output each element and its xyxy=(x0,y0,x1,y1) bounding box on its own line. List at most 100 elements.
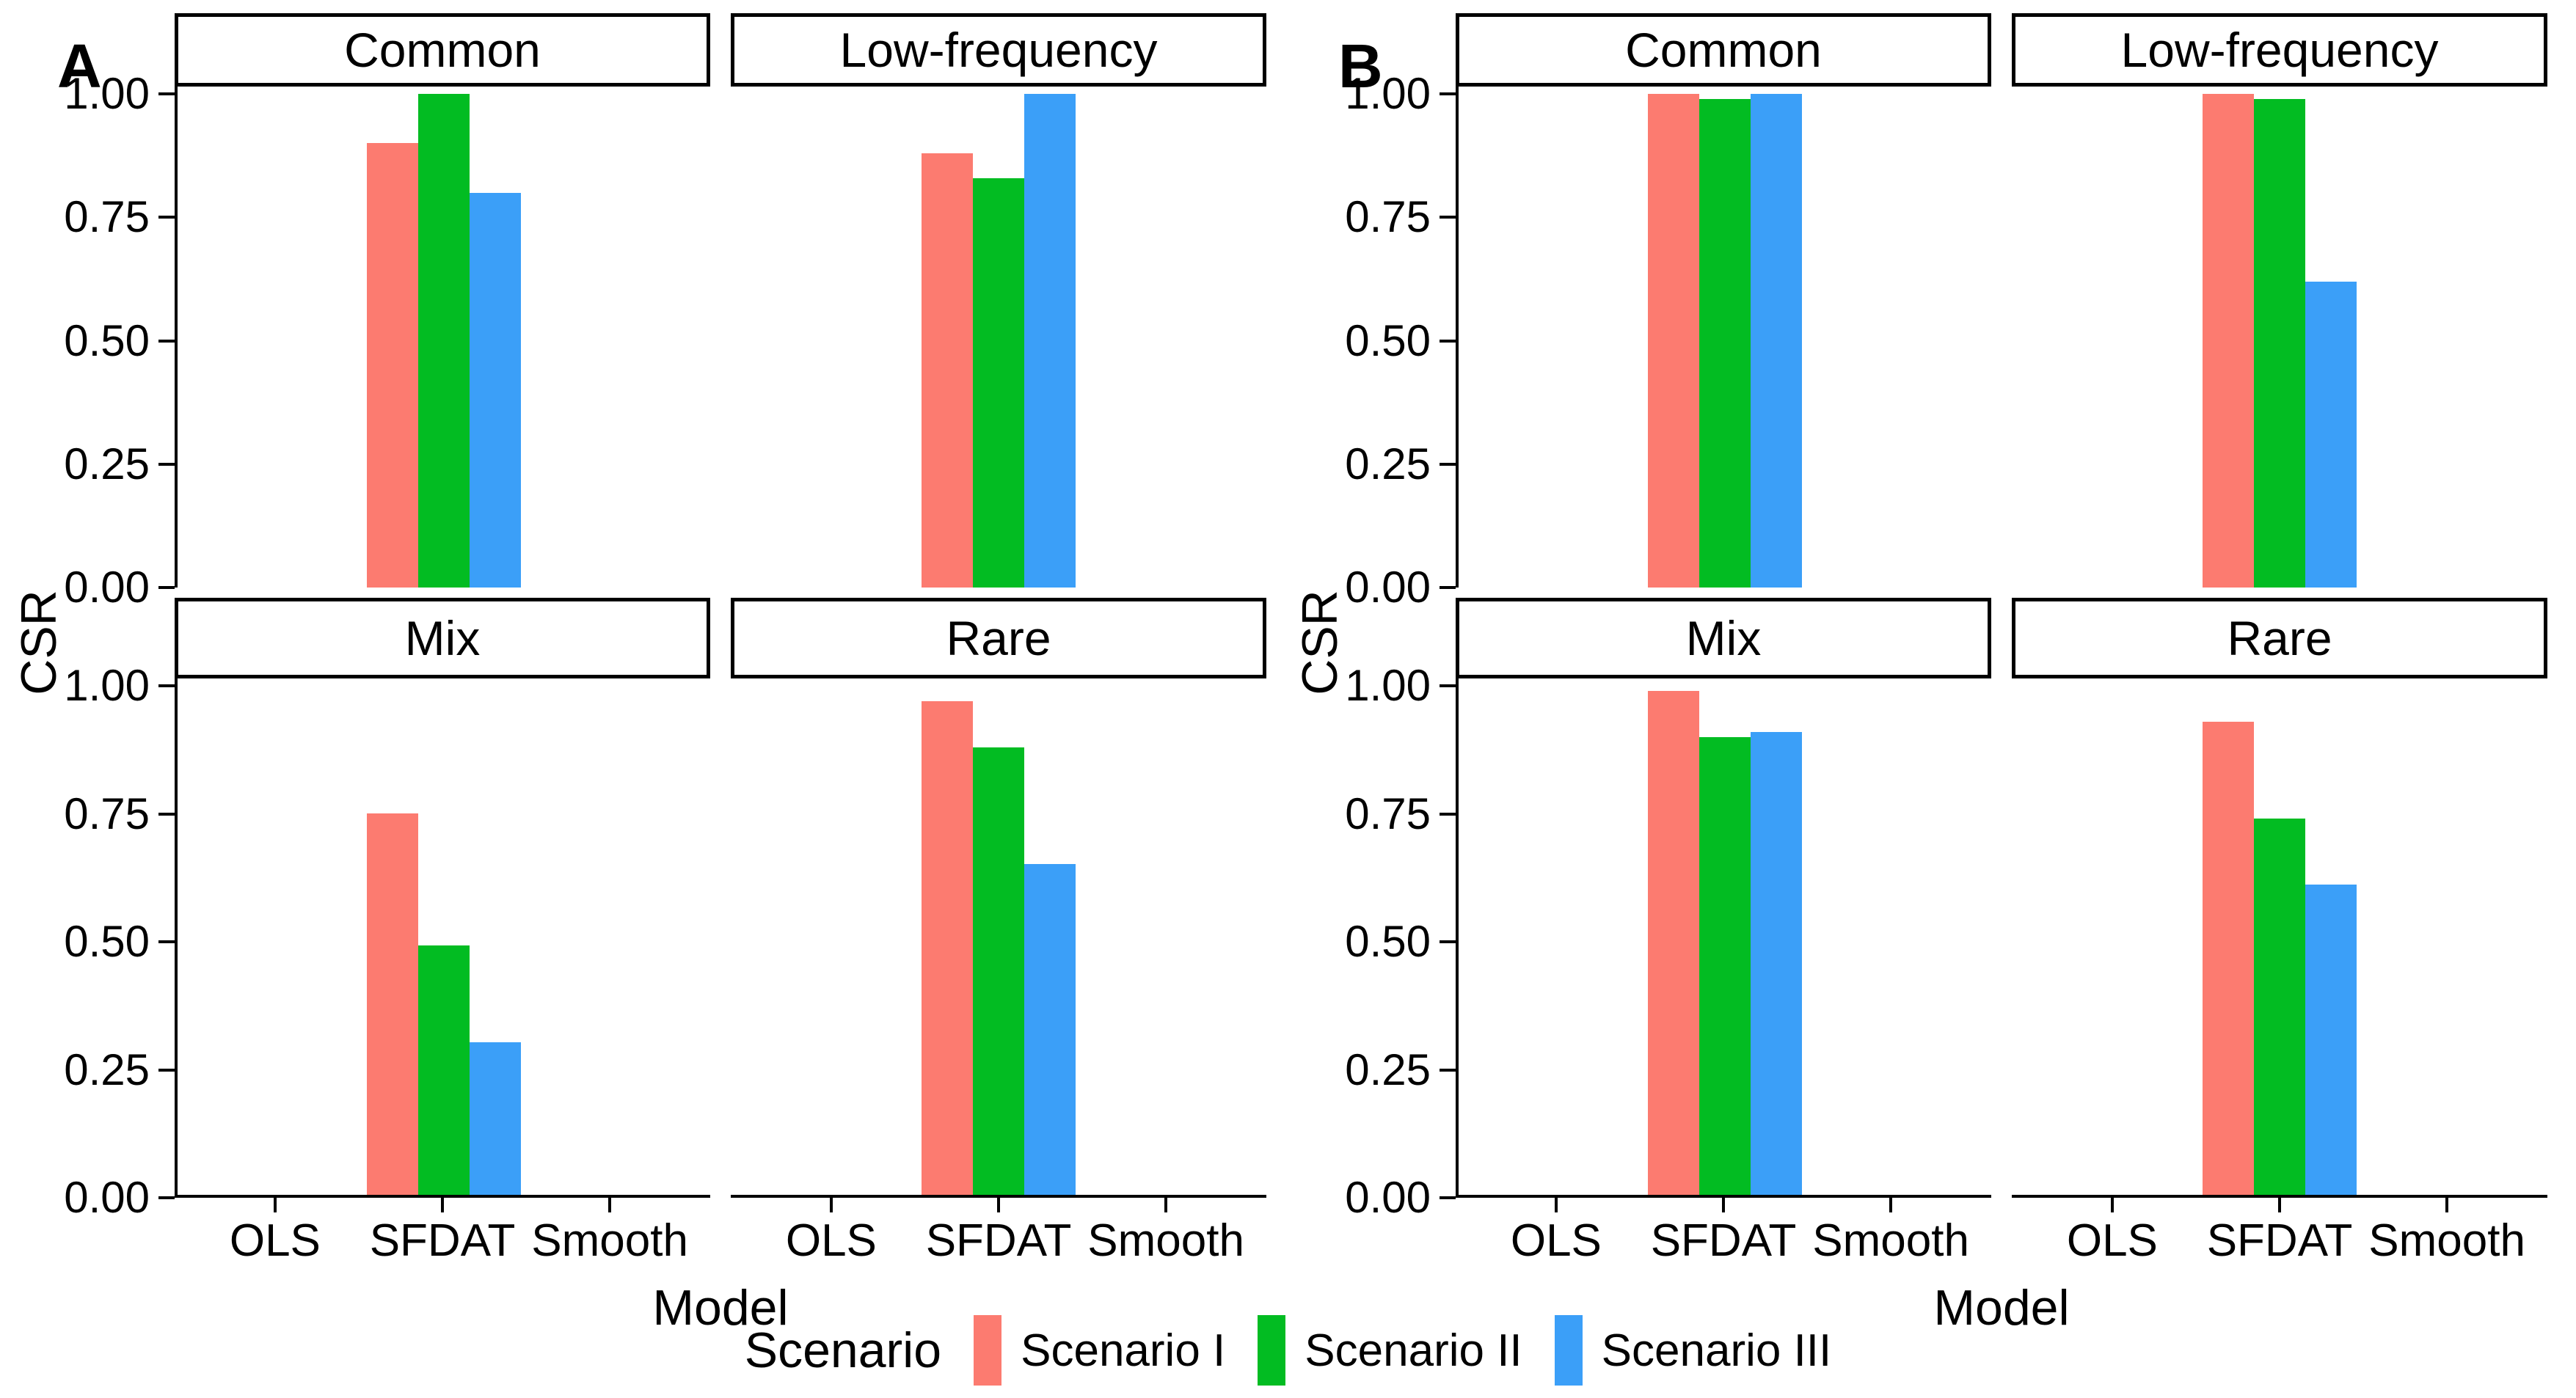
x-axis-title: Model xyxy=(1933,1280,2070,1336)
facet-strip-label: Rare xyxy=(946,611,1051,665)
bar-scenario-iii-sfdat-low-frequency xyxy=(2305,281,2357,588)
facet-strip-mix: Mix xyxy=(175,598,710,678)
y-tick-mark xyxy=(1440,812,1456,816)
x-tick-label-sfdat: SFDAT xyxy=(2206,1215,2353,1266)
y-ticks-r1: 0.00 0.25 0.50 0.75 1.00 xyxy=(64,72,175,610)
facet-strip-label: Low-frequency xyxy=(2120,23,2439,77)
y-axis-title-cell: CSR xyxy=(1292,87,1348,1198)
panel-b: B CSR 0.00 0.25 0.50 0.75 1.00 0.00 0.25 0.50 0.75… xyxy=(1281,13,2562,1337)
x-tick-mark xyxy=(2445,1198,2449,1212)
y-tick-mark xyxy=(158,1196,175,1199)
y-tick-label: 0.25 xyxy=(1345,1044,1431,1094)
x-tick-labels: OLS SFDAT Smooth xyxy=(731,1215,1266,1274)
bar-scenario-i-sfdat-rare xyxy=(2202,721,2254,1195)
legend-entry-label: Scenario III xyxy=(1601,1325,1832,1376)
x-axis-title-cell: Model xyxy=(1456,1274,2547,1337)
y-tick-label: 0.00 xyxy=(1345,1173,1431,1222)
x-tick-label-ols: OLS xyxy=(785,1215,877,1266)
bar-scenario-iii-sfdat-rare xyxy=(1024,864,1076,1195)
panel-label-a: A xyxy=(57,32,102,100)
legend-entry-scenario-iii: Scenario III xyxy=(1554,1315,1832,1386)
legend-swatch-scenario-i xyxy=(974,1315,1002,1386)
bar-scenario-i-sfdat-low-frequency xyxy=(921,153,973,588)
facet-plot-common xyxy=(175,87,710,588)
y-tick-mark xyxy=(1440,684,1456,688)
x-tick-mark xyxy=(1164,1198,1168,1212)
legend: Scenario Scenario I Scenario II Scenario I… xyxy=(0,1310,2576,1391)
y-tick-mark xyxy=(1440,339,1456,343)
x-tick-mark xyxy=(441,1198,444,1212)
x-tick-mark xyxy=(1722,1198,1725,1212)
y-tick-mark xyxy=(158,812,175,816)
bar-scenario-ii-sfdat-rare xyxy=(2253,818,2306,1195)
bar-scenario-ii-sfdat-low-frequency xyxy=(972,178,1025,588)
x-tick-labels: OLS SFDAT Smooth xyxy=(2012,1215,2547,1274)
bar-scenario-iii-sfdat-common xyxy=(1750,94,1802,588)
facet-plot-mix xyxy=(175,678,710,1198)
bar-scenario-i-sfdat-common xyxy=(367,143,419,588)
x-tick-mark xyxy=(2278,1198,2281,1212)
y-tick-mark xyxy=(1440,1196,1456,1199)
y-ticks-r1: 0.00 0.25 0.50 0.75 1.00 xyxy=(1345,72,1456,610)
x-axis-title-cell: Model xyxy=(175,1274,1266,1337)
bar-scenario-i-sfdat-common xyxy=(1648,94,1700,588)
y-tick-label: 0.25 xyxy=(64,439,150,488)
x-tick-label-sfdat: SFDAT xyxy=(1650,1215,1797,1266)
y-tick-mark xyxy=(158,462,175,466)
legend-entry-label: Scenario I xyxy=(1021,1325,1226,1376)
legend-swatch-scenario-ii xyxy=(1258,1315,1286,1386)
facet-strip-label: Mix xyxy=(1685,611,1762,665)
bar-scenario-i-sfdat-mix xyxy=(1648,691,1700,1195)
x-tick-label-ols: OLS xyxy=(2066,1215,2158,1266)
y-tick-label: 0.00 xyxy=(64,563,150,612)
bar-scenario-ii-sfdat-mix xyxy=(418,945,470,1195)
y-ticks-r2: 0.00 0.25 0.50 0.75 1.00 xyxy=(1345,664,1456,1220)
x-tick-mark xyxy=(273,1198,277,1212)
bar-scenario-ii-sfdat-rare xyxy=(972,747,1025,1195)
x-ticks xyxy=(731,1198,1266,1215)
bar-scenario-iii-sfdat-low-frequency xyxy=(1024,94,1076,588)
y-tick-label: 0.25 xyxy=(1345,439,1431,488)
facet-strip-rare: Rare xyxy=(2012,598,2547,678)
bar-scenario-iii-sfdat-rare xyxy=(2305,884,2357,1195)
x-tick-label-smooth: Smooth xyxy=(2368,1215,2525,1266)
facet-plot-mix xyxy=(1456,678,1991,1198)
x-tick-label-sfdat: SFDAT xyxy=(925,1215,1072,1266)
y-tick-mark xyxy=(158,684,175,688)
x-tick-label-ols: OLS xyxy=(229,1215,321,1266)
bar-scenario-i-sfdat-mix xyxy=(367,813,419,1195)
y-tick-mark xyxy=(158,216,175,219)
facet-strip-low-frequency: Low-frequency xyxy=(731,13,1266,87)
y-tick-mark xyxy=(1440,216,1456,219)
facet-strip-rare: Rare xyxy=(731,598,1266,678)
x-tick-mark xyxy=(1889,1198,1893,1212)
bar-scenario-iii-sfdat-mix xyxy=(1750,731,1802,1195)
legend-entry-scenario-ii: Scenario II xyxy=(1258,1315,1522,1386)
y-ticks-r2: 0.00 0.25 0.50 0.75 1.00 xyxy=(64,664,175,1220)
x-tick-label-smooth: Smooth xyxy=(1087,1215,1244,1266)
y-tick-label: 1.00 xyxy=(64,661,150,711)
y-tick-mark xyxy=(1440,940,1456,944)
y-tick-mark xyxy=(1440,1068,1456,1072)
bar-scenario-i-sfdat-rare xyxy=(921,701,973,1195)
facet-plot-low-frequency xyxy=(731,87,1266,588)
y-tick-label: 0.75 xyxy=(64,192,150,242)
x-ticks xyxy=(1456,1198,1991,1215)
y-tick-label: 0.50 xyxy=(64,315,150,365)
x-axis-title: Model xyxy=(652,1280,789,1336)
y-tick-label: 0.00 xyxy=(64,1173,150,1222)
panel-a: A CSR 0.00 0.25 0.50 0.75 1.00 0.00 0.25 0.50 0.75… xyxy=(0,13,1281,1337)
bar-scenario-ii-sfdat-low-frequency xyxy=(2253,98,2306,588)
bar-scenario-ii-sfdat-common xyxy=(1699,98,1751,588)
facet-strip-common: Common xyxy=(175,13,710,87)
x-tick-label-smooth: Smooth xyxy=(531,1215,688,1266)
bar-scenario-iii-sfdat-common xyxy=(469,192,521,588)
bar-scenario-i-sfdat-low-frequency xyxy=(2202,94,2254,588)
x-tick-mark xyxy=(829,1198,833,1212)
x-tick-mark xyxy=(608,1198,612,1212)
bar-scenario-iii-sfdat-mix xyxy=(469,1042,521,1195)
x-tick-mark xyxy=(1554,1198,1558,1212)
facet-plot-rare xyxy=(731,678,1266,1198)
panels-row: A CSR 0.00 0.25 0.50 0.75 1.00 0.00 0.25 0.50 0.75… xyxy=(0,13,2562,1337)
y-tick-mark xyxy=(158,1068,175,1072)
